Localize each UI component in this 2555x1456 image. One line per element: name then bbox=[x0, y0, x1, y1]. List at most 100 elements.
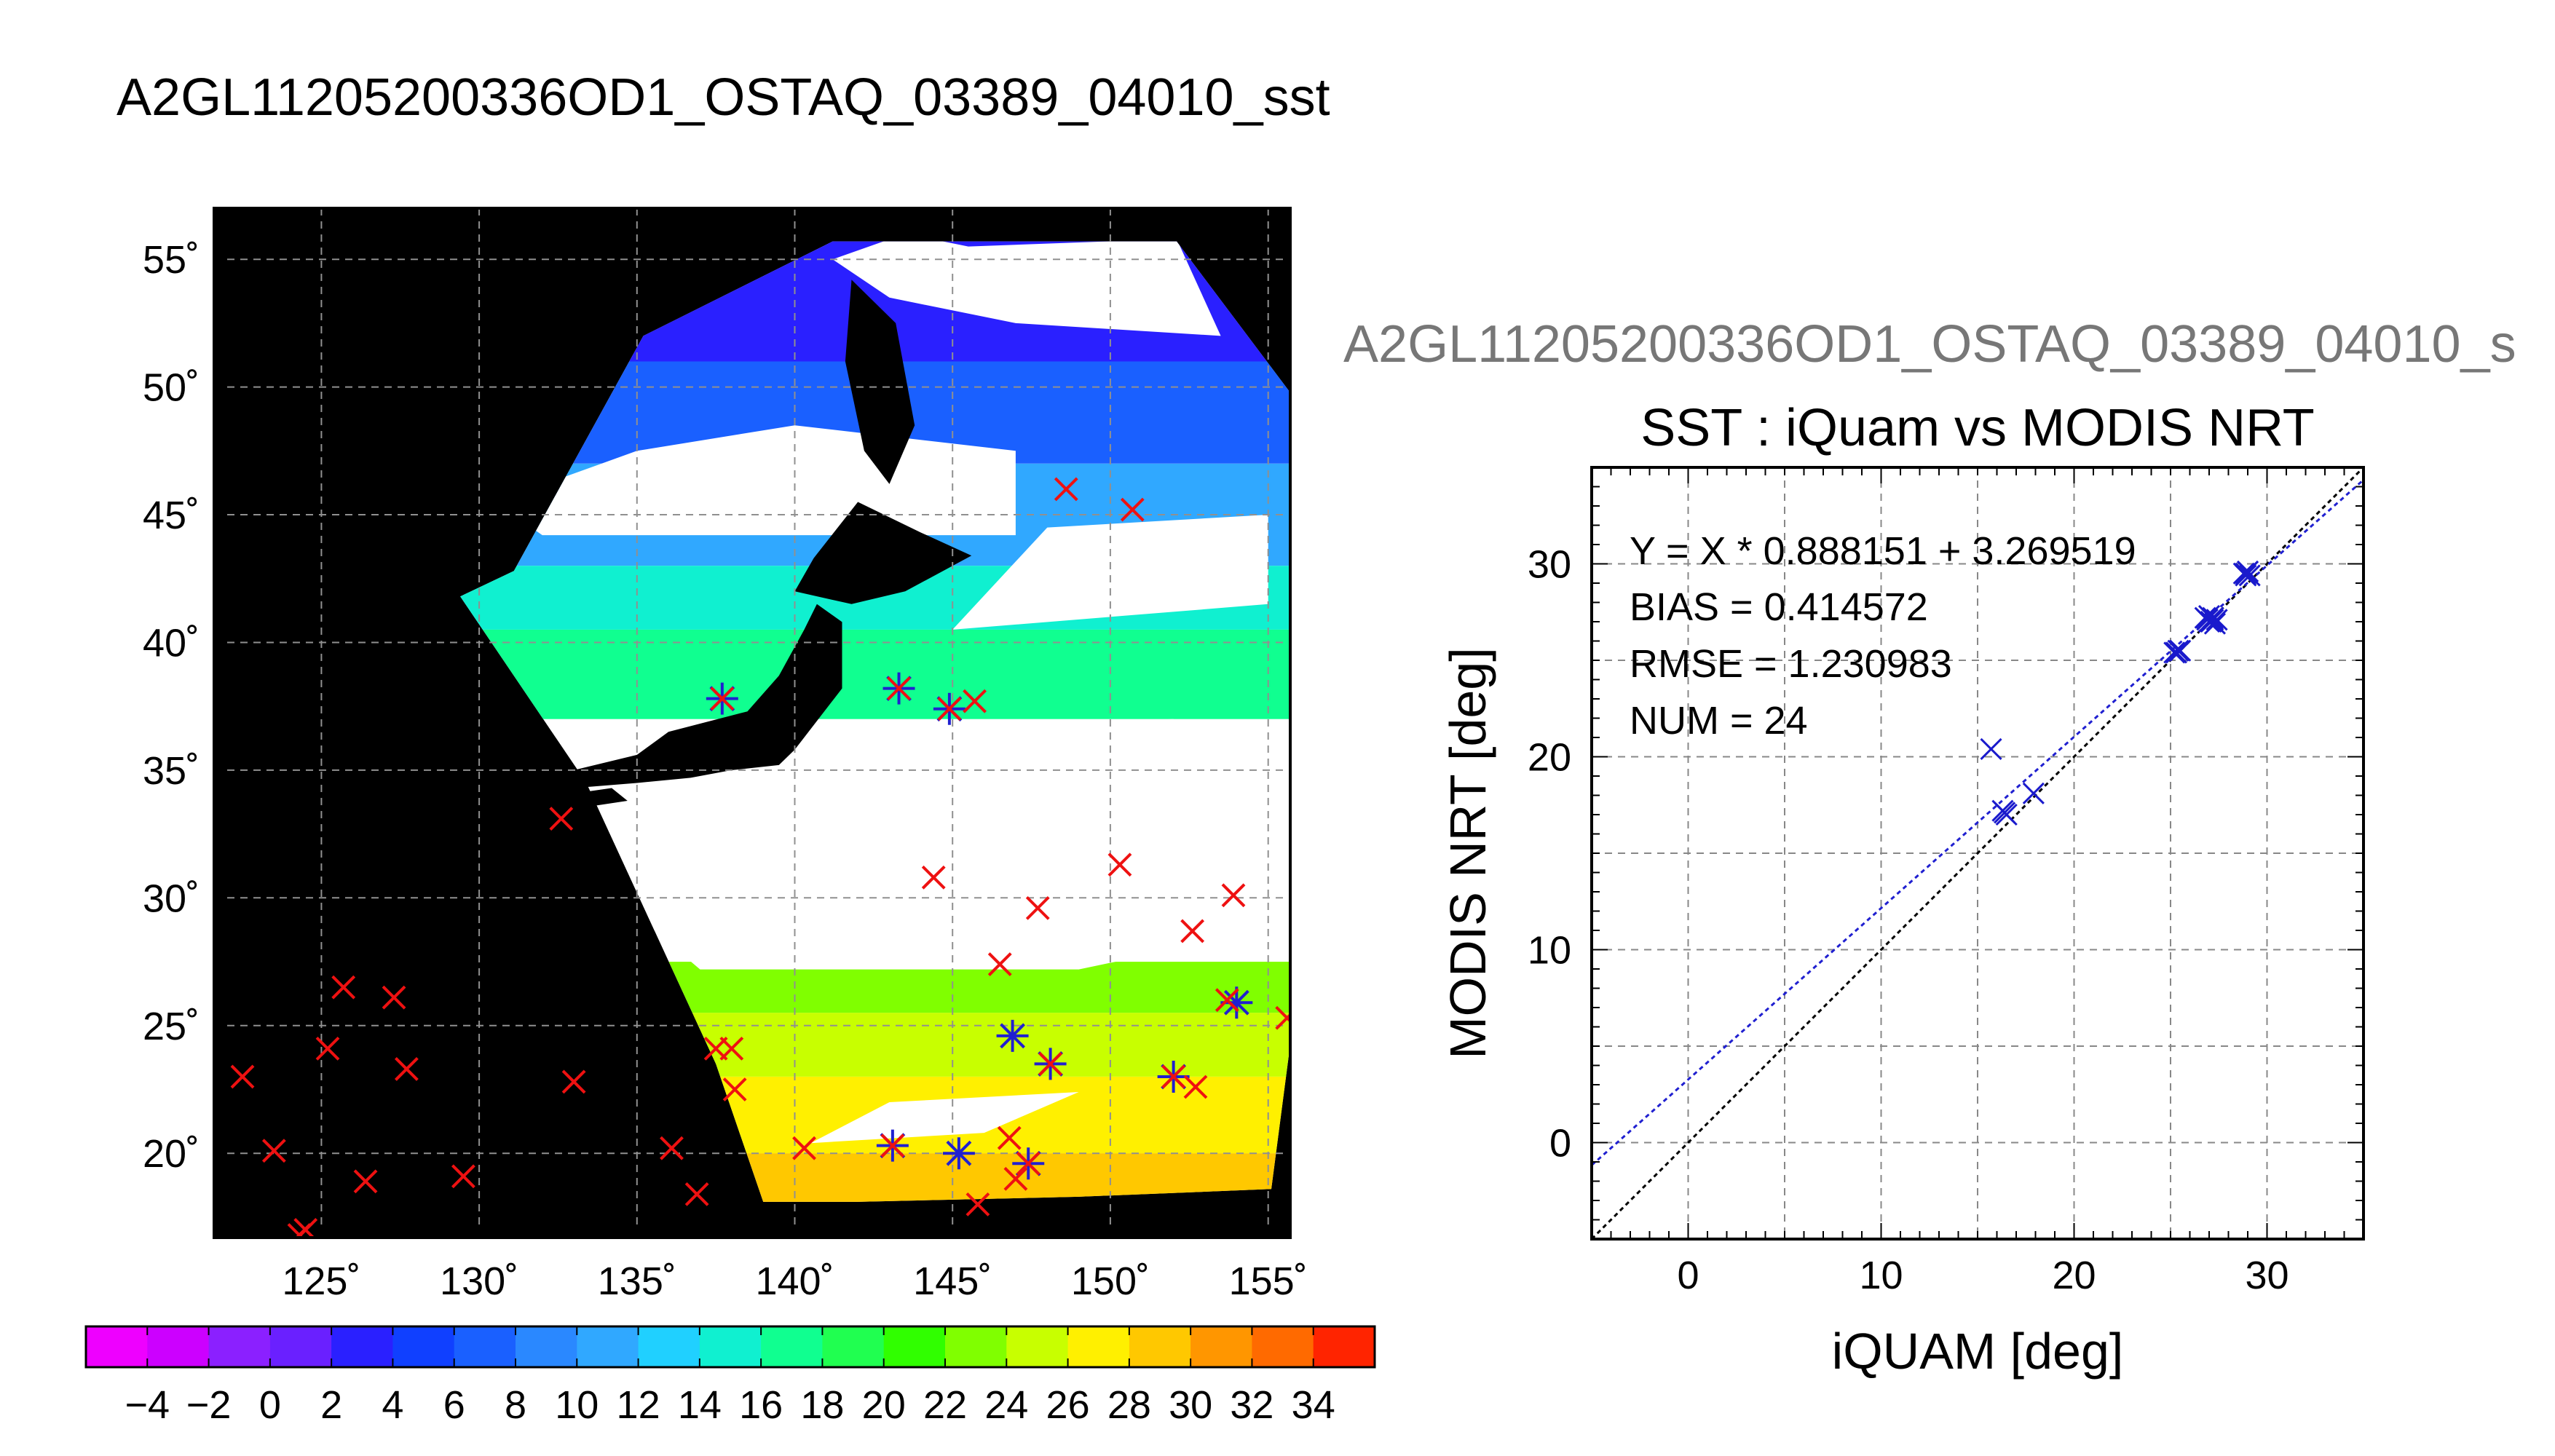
bias-value: BIAS = 0.414572 bbox=[1630, 585, 1928, 629]
map-x-tick-label: 125˚ bbox=[282, 1259, 360, 1303]
colorbar-label: 18 bbox=[800, 1383, 844, 1427]
iquam-point bbox=[710, 687, 735, 711]
map-x-tick-label: 135˚ bbox=[598, 1259, 676, 1303]
iquam-point bbox=[1215, 988, 1239, 1013]
iquam-point bbox=[230, 1064, 255, 1089]
iquam-point bbox=[261, 1139, 286, 1163]
iquam-point bbox=[937, 697, 962, 721]
iquam-point bbox=[684, 1182, 709, 1206]
iquam-point bbox=[880, 1133, 905, 1158]
iquam-point bbox=[792, 1136, 816, 1160]
iquam-point bbox=[1107, 852, 1132, 877]
map-x-tick-label: 140˚ bbox=[755, 1259, 834, 1303]
scatter-chart: A2GL11205200336OD1_OSTAQ_03389_04010_s S… bbox=[1343, 315, 2516, 1380]
scatter-point bbox=[2165, 641, 2188, 664]
map-y-tick-label: 45˚ bbox=[143, 494, 200, 537]
iquam-point bbox=[1183, 1075, 1208, 1099]
iquam-point bbox=[1221, 883, 1246, 908]
scatter-point bbox=[2235, 564, 2257, 587]
colorbar-swatch bbox=[945, 1326, 1007, 1367]
colorbar-swatch bbox=[86, 1326, 148, 1367]
x-axis-label: iQUAM [deg] bbox=[1832, 1323, 2124, 1380]
iquam-point bbox=[451, 1164, 475, 1189]
colorbar-label: 0 bbox=[259, 1383, 281, 1427]
modis-point bbox=[942, 1137, 975, 1170]
map-x-tick-label: 145˚ bbox=[913, 1259, 992, 1303]
iquam-point bbox=[963, 689, 987, 713]
scatter-points bbox=[1980, 561, 2261, 826]
land-honshu bbox=[508, 604, 842, 788]
colorbar-label: 30 bbox=[1169, 1383, 1212, 1427]
colorbar-swatch bbox=[1067, 1326, 1130, 1367]
iquam-point bbox=[1003, 1166, 1028, 1191]
map-y-tick-label: 50˚ bbox=[143, 366, 200, 410]
land-shikoku bbox=[542, 788, 628, 814]
cloud-region bbox=[494, 719, 1290, 970]
colorbar-swatch bbox=[577, 1326, 639, 1367]
colorbar-label: 24 bbox=[984, 1383, 1028, 1427]
sst-map: 125˚ 130˚ 135˚ 140˚ 145˚ 150˚ 155˚ 20˚ 25˚ 30˚ 35˚… bbox=[143, 207, 1308, 1303]
iquam-point bbox=[382, 985, 406, 1010]
scatter-point bbox=[2203, 612, 2227, 635]
scatter-point bbox=[2236, 561, 2259, 583]
cloud-region bbox=[952, 515, 1268, 630]
colorbar-swatch bbox=[1129, 1326, 1191, 1367]
colorbar-swatch bbox=[1313, 1326, 1375, 1367]
colorbar-label: 12 bbox=[617, 1383, 660, 1427]
colorbar-swatch bbox=[147, 1326, 210, 1367]
scatter-y-tick-label: 10 bbox=[1528, 929, 1571, 973]
colorbar-label: 32 bbox=[1230, 1383, 1273, 1427]
scatter-lines bbox=[1592, 467, 2364, 1239]
map-x-tick-label: 150˚ bbox=[1071, 1259, 1150, 1303]
colorbar-swatch bbox=[331, 1326, 393, 1367]
iquam-point bbox=[549, 807, 574, 831]
scatter-y-tick-label: 30 bbox=[1528, 543, 1571, 587]
scatter-x-tick-label: 30 bbox=[2245, 1254, 2289, 1297]
iquam-point bbox=[1275, 1005, 1290, 1030]
iquam-point bbox=[561, 1069, 586, 1094]
colorbar-frame bbox=[84, 1325, 1376, 1369]
colorbar-label: −2 bbox=[186, 1383, 232, 1427]
scatter-x-tick-label: 10 bbox=[1859, 1254, 1903, 1297]
colorbar-swatch bbox=[638, 1326, 700, 1367]
map-y-tick-label: 30˚ bbox=[143, 877, 200, 920]
colorbar-swatch bbox=[822, 1326, 885, 1367]
scatter-point bbox=[1980, 737, 2002, 760]
land-kyushu bbox=[466, 803, 540, 873]
iquam-point bbox=[1016, 1151, 1040, 1176]
map-ticks: 125˚ 130˚ 135˚ 140˚ 145˚ 150˚ 155˚ 20˚ 25˚ 30˚ 35˚… bbox=[143, 238, 1308, 1303]
map-y-tick-label: 55˚ bbox=[143, 238, 200, 282]
iquam-point bbox=[719, 1036, 744, 1061]
colorbar-swatch bbox=[269, 1326, 332, 1367]
colorbar-label: 26 bbox=[1046, 1383, 1090, 1427]
y-axis-label: MODIS NRT [deg] bbox=[1440, 647, 1496, 1059]
map-y-tick-label: 20˚ bbox=[143, 1132, 200, 1176]
scatter-annotations: Y = X * 0.888151 + 3.269519 BIAS = 0.414… bbox=[1630, 529, 2136, 743]
scatter-x-tick-label: 0 bbox=[1677, 1254, 1699, 1297]
scatter-point bbox=[2022, 782, 2045, 804]
colorbar-label: 6 bbox=[443, 1383, 465, 1427]
iquam-point bbox=[887, 676, 911, 701]
colorbar-swatch bbox=[761, 1326, 823, 1367]
colorbar-swatch bbox=[1190, 1326, 1252, 1367]
colorbar-swatch bbox=[699, 1326, 762, 1367]
cloud-region bbox=[810, 1092, 1079, 1144]
colorbar-swatch bbox=[1006, 1326, 1069, 1367]
colorbar-label: 22 bbox=[923, 1383, 967, 1427]
colorbar-label: 10 bbox=[555, 1383, 599, 1427]
colorbar: −4 −2 0 2 4 6 8 10 12 14 16 18 20 22 24 26 28 30 32 34 bbox=[84, 1325, 1376, 1427]
colorbar-label: 16 bbox=[739, 1383, 783, 1427]
scatter-y-tick-label: 20 bbox=[1528, 736, 1571, 780]
land-sakhalin bbox=[845, 280, 915, 484]
map-y-tick-label: 40˚ bbox=[143, 621, 200, 665]
scatter-point bbox=[1994, 802, 2016, 824]
scatter-point bbox=[2163, 641, 2186, 664]
map-y-tick-label: 25˚ bbox=[143, 1005, 200, 1048]
colorbar-swatch bbox=[208, 1326, 271, 1367]
scatter-x-tick-label: 20 bbox=[2052, 1254, 2096, 1297]
iquam-point bbox=[1120, 497, 1145, 522]
scatter-point bbox=[2238, 564, 2261, 587]
iquam-point bbox=[394, 1057, 419, 1081]
iquam-point bbox=[997, 1125, 1022, 1150]
